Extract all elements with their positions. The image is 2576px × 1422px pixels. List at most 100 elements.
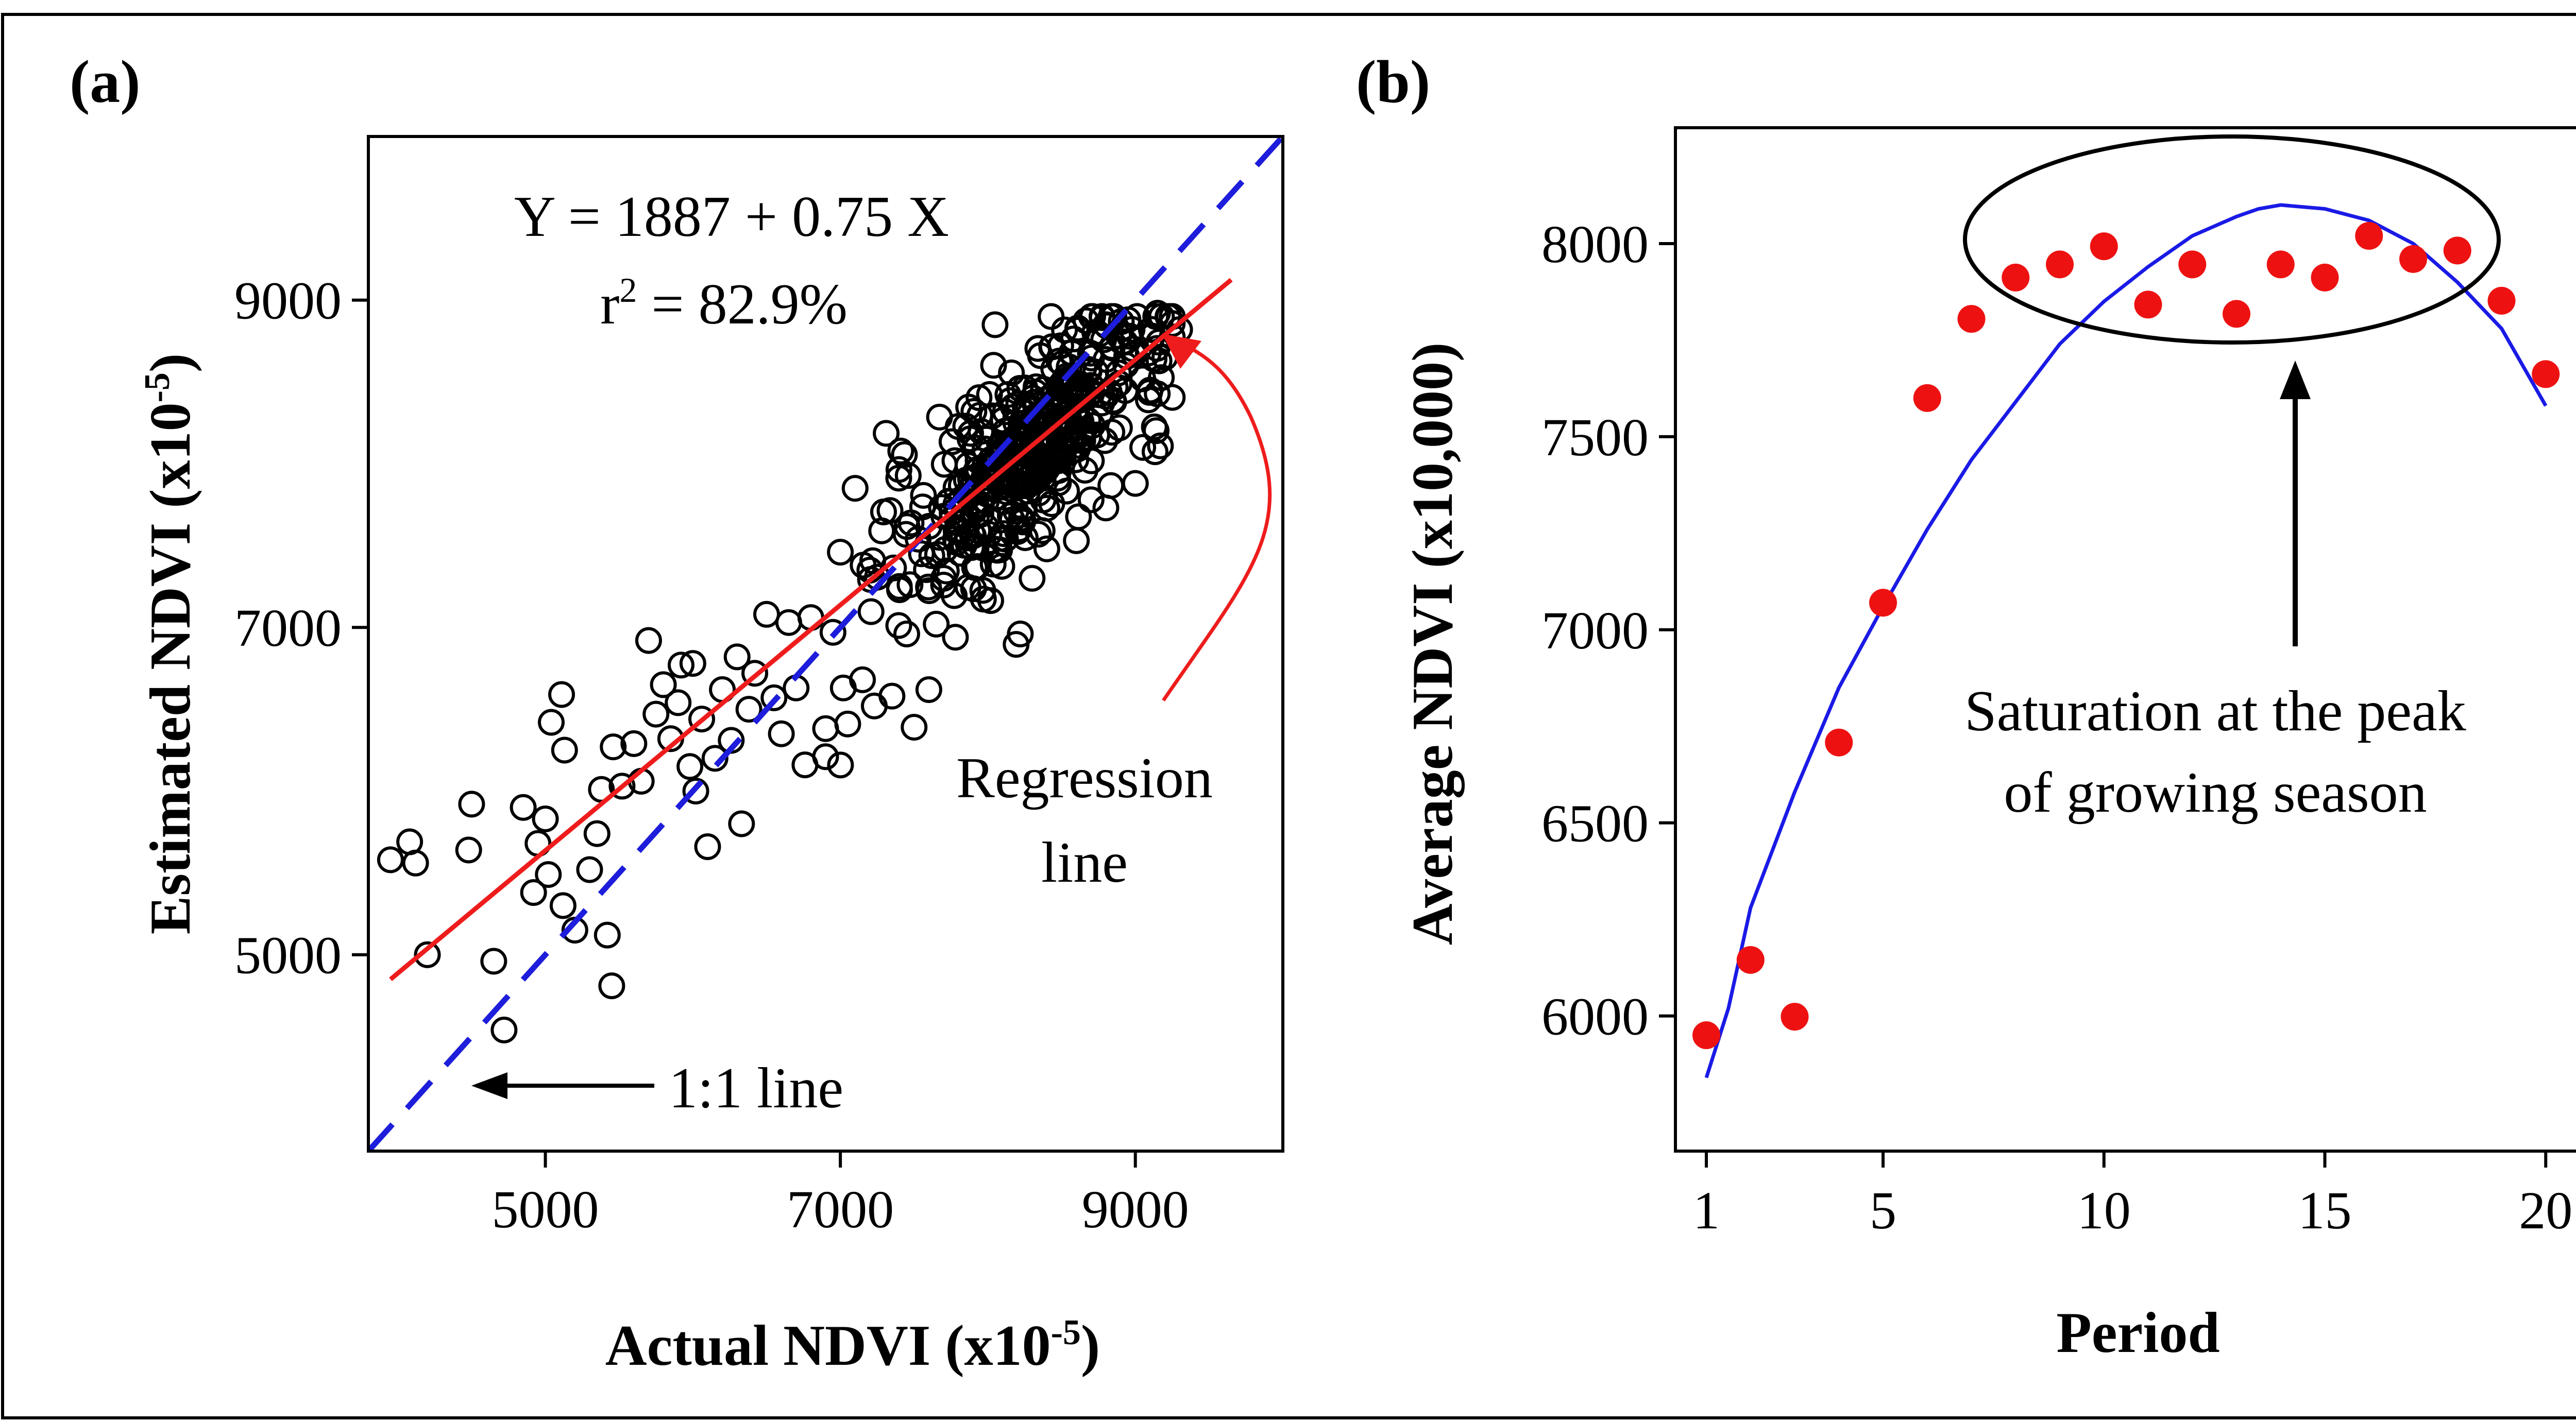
r2-text: r2 = 82.9% — [600, 270, 848, 336]
observed-point — [1957, 305, 1986, 333]
plot-a-frame — [367, 135, 1284, 1153]
one-to-one-label: 1:1 line — [669, 1056, 843, 1120]
scatter-point — [878, 682, 906, 710]
saturation-label-line2: of growing season — [2004, 761, 2427, 825]
scatter-point — [1134, 386, 1162, 414]
scatter-point — [676, 753, 704, 780]
scatter-point — [538, 709, 565, 736]
scatter-point — [910, 482, 937, 509]
scatter-point — [977, 587, 1004, 614]
scatter-point — [918, 542, 945, 569]
scatter-point — [960, 498, 988, 525]
scatter-point — [897, 509, 925, 537]
scatter-point — [735, 696, 762, 723]
scatter-point — [1038, 443, 1065, 471]
observed-point — [2134, 290, 2162, 319]
scatter-point — [994, 381, 1022, 408]
scatter-point — [576, 856, 603, 883]
scatter-point — [532, 805, 559, 832]
scatter-point — [1033, 535, 1060, 562]
x-tick-label-b: 20 — [2519, 1181, 2572, 1240]
scatter-point — [988, 553, 1015, 580]
scatter-point — [480, 948, 507, 975]
scatter-point — [915, 573, 942, 601]
regression-label-line1: Regression — [956, 746, 1213, 810]
y-tick-label-a: 9000 — [234, 271, 342, 331]
scatter-point — [990, 406, 1017, 434]
scatter-point — [1060, 325, 1087, 353]
observed-point — [2046, 250, 2074, 279]
observed-point — [1781, 1003, 1809, 1031]
scatter-point — [510, 794, 537, 821]
observed-point — [2223, 300, 2251, 328]
plot-b-frame — [1674, 126, 2576, 1153]
equation-text: Y = 1887 + 0.75 X — [514, 185, 949, 249]
observed-point — [2090, 232, 2118, 261]
scatter-point — [896, 571, 924, 598]
regression-line — [389, 278, 1233, 981]
x-tick-label-b: 5 — [1870, 1181, 1896, 1240]
scatter-point — [583, 820, 611, 847]
scatter-point — [1141, 413, 1168, 440]
scatter-point — [905, 525, 932, 553]
scatter-point — [520, 879, 547, 906]
scatter-point — [551, 736, 578, 764]
scatter-point — [1008, 505, 1035, 532]
saturation-ellipse — [1963, 134, 2501, 345]
x-tick-label-a: 9000 — [1082, 1180, 1189, 1239]
scatter-point — [635, 627, 662, 654]
scatter-point — [1077, 486, 1105, 513]
scatter-point — [938, 428, 965, 455]
saturation-arrow-head — [2280, 361, 2311, 399]
scatter-point — [682, 777, 709, 804]
scatter-point — [952, 413, 979, 440]
observed-point — [2002, 263, 2030, 292]
scatter-point — [1019, 564, 1046, 592]
scatter-point — [980, 352, 1007, 379]
observed-point — [2487, 286, 2516, 315]
x-tick-label-a: 7000 — [787, 1180, 894, 1239]
scatter-point — [455, 836, 482, 864]
x-axis-label-b: Period — [2056, 1301, 2219, 1365]
scatter-point — [1011, 524, 1039, 551]
scatter-point — [723, 643, 751, 671]
y-tick-label-a: 7000 — [234, 598, 342, 658]
scatter-point — [942, 624, 969, 651]
observed-point — [2399, 245, 2428, 273]
scatter-point — [933, 557, 960, 585]
scatter-point — [688, 706, 716, 733]
scatter-point — [1042, 414, 1069, 441]
scatter-point — [913, 556, 940, 583]
observed-point — [1869, 589, 1897, 617]
scatter-point — [1079, 303, 1106, 330]
scatter-point — [926, 403, 953, 431]
x-tick-label-b: 1 — [1693, 1181, 1720, 1240]
regression-label-line2: line — [1041, 831, 1128, 895]
scatter-point — [1092, 346, 1120, 373]
scatter-point — [414, 941, 441, 968]
scatter-point — [857, 598, 885, 625]
scatter-point — [701, 745, 728, 772]
scatter-point — [768, 720, 795, 747]
saturation-label-line1: Saturation at the peak — [1964, 679, 2466, 743]
scatter-point — [728, 810, 755, 837]
fitted-line — [1704, 203, 2548, 1078]
x-tick-label-b: 10 — [2077, 1181, 2131, 1240]
panel-a-label: (a) — [70, 48, 141, 115]
scatter-point — [827, 539, 854, 566]
y-tick-label-b: 7500 — [1541, 408, 1649, 467]
scatter-point — [965, 384, 993, 412]
scatter-point — [1148, 364, 1175, 391]
observed-point — [2178, 250, 2207, 279]
observed-point — [2355, 221, 2383, 250]
scatter-point — [679, 650, 706, 677]
scatter-point — [1099, 387, 1127, 414]
scatter-point — [1091, 427, 1118, 454]
scatter-point — [1129, 434, 1157, 461]
scatter-point — [548, 681, 575, 708]
one-to-one-arrow-head — [471, 1072, 507, 1099]
scatter-point — [819, 619, 846, 646]
scatter-point — [1097, 472, 1125, 499]
scatter-point — [665, 689, 692, 716]
